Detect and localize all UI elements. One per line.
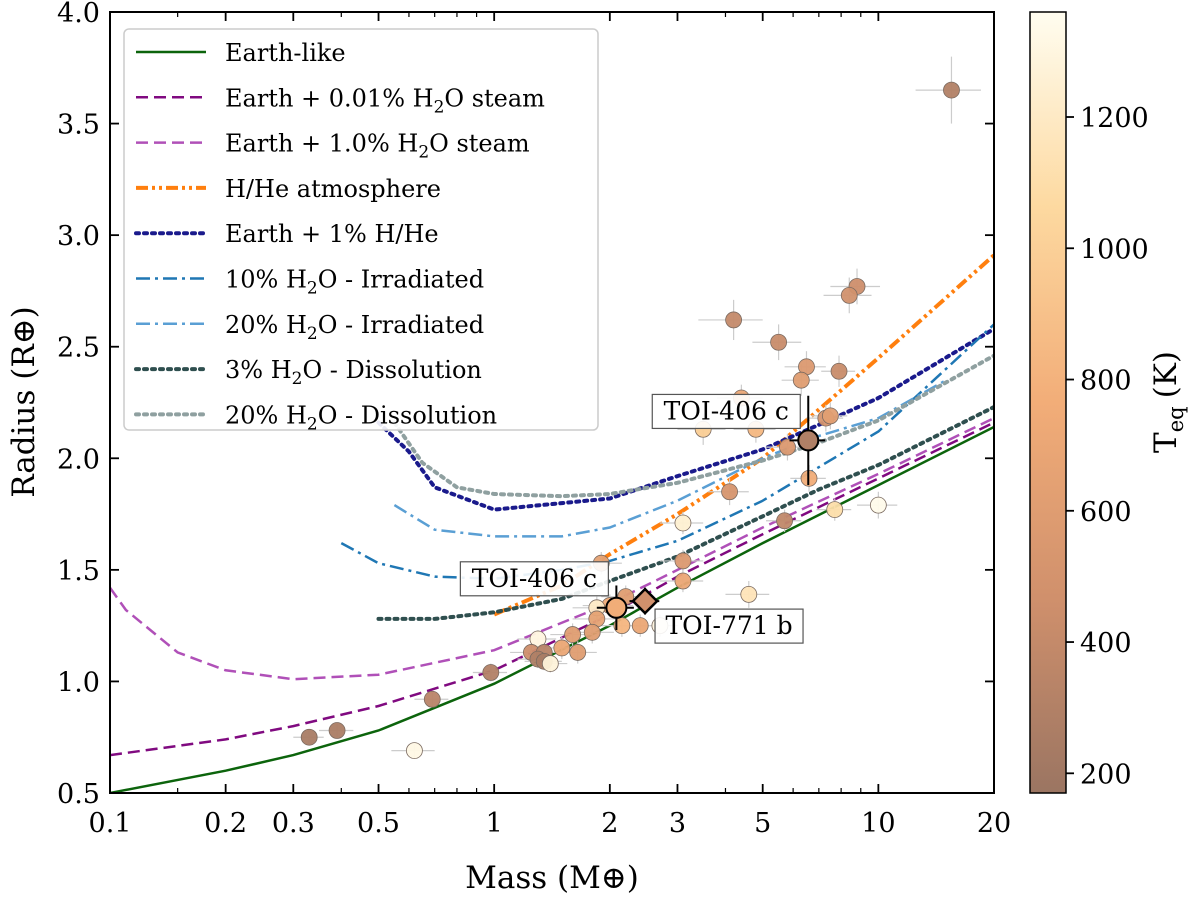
planet-point-17 (776, 512, 793, 530)
legend-label-8: 20% H2O - Dissolution (225, 401, 497, 434)
legend-label-0: Earth-like (225, 39, 346, 67)
annotation-box-0 (651, 393, 801, 430)
highlight-marker-1 (605, 596, 628, 619)
y-tick-label-6: 3.5 (57, 110, 100, 141)
planet-point-34 (553, 639, 571, 657)
planet-point-16 (826, 501, 844, 519)
x-tick-label-1: 0.2 (204, 808, 247, 839)
planet-point-4 (770, 333, 788, 351)
planet-point-45 (406, 742, 423, 760)
planet-point-28 (613, 617, 631, 635)
colorbar-tick-label-0: 200 (1080, 759, 1132, 790)
curve-4 (376, 326, 994, 512)
curve-1 (110, 421, 994, 757)
colorbar-label-main: T (1148, 432, 1184, 453)
annotation-label-0: TOI-406 c (664, 396, 789, 425)
annotation-box-1 (459, 561, 609, 597)
x-tick-label-0: 0.1 (89, 808, 132, 839)
legend-label-4: Earth + 1% H/He (225, 220, 439, 248)
planet-point-32 (564, 626, 581, 643)
planet-point-15 (721, 483, 738, 501)
planet-point-39 (569, 644, 587, 661)
x-tick-label-9: 20 (977, 808, 1011, 839)
highlight-marker-2 (631, 587, 659, 615)
planet-point-41 (482, 664, 500, 681)
colorbar-tick-label-2: 600 (1080, 497, 1132, 528)
curve-2 (110, 416, 994, 681)
planet-point-18 (674, 514, 692, 532)
x-tick-label-5: 2 (601, 808, 618, 839)
legend-label-6: 20% H2O - Irradiated (225, 311, 484, 344)
y-tick-label-1: 1.0 (57, 667, 100, 698)
planet-point-20 (674, 552, 692, 570)
y-tick-label-0: 0.5 (57, 779, 100, 810)
x-tick-label-2: 0.3 (272, 808, 315, 839)
planet-point-0 (943, 81, 960, 99)
colorbar (1029, 11, 1067, 794)
highlight-marker-0 (797, 429, 820, 452)
legend-label-7: 3% H2O - Dissolution (225, 356, 482, 389)
planet-point-13 (779, 438, 796, 456)
y-tick-label-7: 4.0 (57, 0, 100, 29)
legend-label-3: H/He atmosphere (225, 175, 441, 203)
legend-box (123, 28, 599, 431)
colorbar-tick-label-5: 1200 (1080, 103, 1149, 134)
x-tick-label-8: 10 (861, 808, 895, 839)
planet-point-23 (740, 586, 758, 603)
planet-point-7 (792, 371, 810, 389)
x-tick-label-6: 3 (669, 808, 686, 839)
colorbar-label: Teq (K) (1148, 351, 1188, 453)
planet-point-29 (631, 617, 649, 635)
planet-point-44 (300, 728, 318, 746)
planet-point-30 (583, 623, 601, 641)
planet-point-19 (869, 496, 887, 514)
curve-5 (340, 323, 994, 581)
highlighted-planets (596, 395, 826, 631)
annotation-label-1: TOI-406 c (472, 564, 597, 593)
y-tick-label-3: 2.0 (57, 444, 100, 475)
planet-annotations: TOI-406 c TOI-406 c TOI-771 b (459, 393, 804, 644)
x-axis-label: Mass (M⊕) (465, 860, 639, 896)
x-tick-label-7: 5 (754, 808, 771, 839)
x-axis-ticks: 0.1 0.2 0.3 0.5 1 2 3 5 10 20 (89, 12, 1011, 839)
planet-points (300, 81, 960, 760)
colorbar-tick-label-3: 800 (1080, 366, 1132, 397)
y-tick-label-2: 1.5 (57, 556, 100, 587)
colorbar-tick-label-1: 400 (1080, 628, 1132, 659)
planet-point-42 (423, 690, 441, 708)
colorbar-label-unit: (K) (1148, 351, 1184, 398)
legend-label-2: Earth + 1.0% H2O steam (225, 130, 530, 163)
legend: Earth-like Earth + 0.01% H2O steam Earth +… (123, 28, 599, 434)
colorbar-tick-label-4: 1000 (1080, 234, 1149, 265)
annotation-box-2 (654, 608, 804, 644)
curve-8 (392, 353, 994, 499)
planet-point-43 (328, 722, 346, 739)
planet-point-10 (821, 407, 839, 425)
colorbar-ticks: 200 400 600 800 1000 1200 (1066, 103, 1149, 790)
curve-7 (376, 405, 994, 621)
planet-point-2 (840, 286, 858, 304)
y-tick-label-5: 3.0 (57, 221, 100, 252)
x-tick-label-4: 1 (486, 808, 503, 839)
annotation-label-2: TOI-771 b (665, 611, 792, 640)
x-tick-label-3: 0.5 (357, 808, 400, 839)
plot-frame (109, 11, 995, 794)
y-axis-label: Radius (R⊕) (6, 306, 42, 498)
colorbar-label-sub: eq (1164, 406, 1188, 432)
y-tick-label-4: 2.5 (57, 333, 100, 364)
legend-label-1: Earth + 0.01% H2O steam (225, 84, 545, 117)
planet-point-22 (674, 572, 692, 590)
planet-point-6 (830, 362, 848, 380)
planet-point-3 (725, 311, 743, 329)
y-axis-ticks: 0.5 1.0 1.5 2.0 2.5 3.0 3.5 4.0 (57, 0, 994, 810)
legend-label-5: 10% H2O - Irradiated (225, 266, 484, 299)
planet-point-40 (541, 655, 559, 672)
